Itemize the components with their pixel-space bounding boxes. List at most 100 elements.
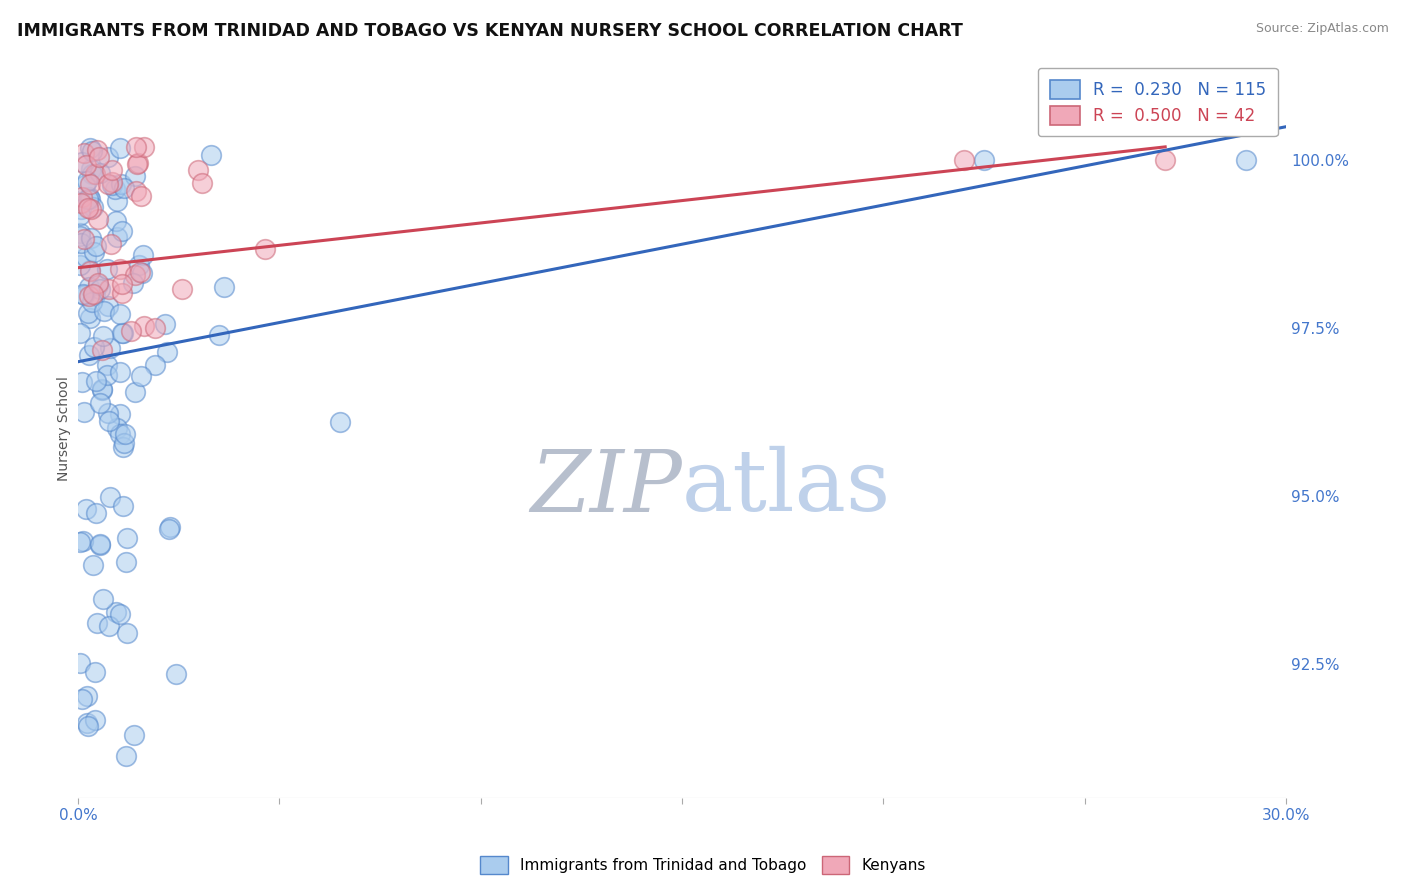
- Point: [190, 176, 212, 190]
- Point: [77, 348, 100, 362]
- Point: [100, 175, 122, 189]
- Point: [73, 287, 96, 301]
- Point: [208, 327, 231, 342]
- Point: [108, 426, 131, 441]
- Point: [97, 406, 120, 420]
- Point: [131, 267, 153, 281]
- Point: [104, 182, 127, 196]
- Point: [69, 326, 91, 340]
- Point: [124, 169, 146, 183]
- Point: [84, 374, 107, 388]
- Point: [112, 180, 135, 194]
- Point: [212, 280, 235, 294]
- Point: [124, 384, 146, 399]
- Point: [83, 244, 105, 259]
- Point: [86, 506, 108, 520]
- Point: [89, 282, 111, 296]
- Point: [112, 440, 135, 454]
- Point: [89, 538, 111, 552]
- Point: [79, 263, 101, 277]
- Point: [200, 148, 222, 162]
- Point: [100, 237, 122, 252]
- Point: [93, 304, 115, 318]
- Point: [72, 190, 94, 204]
- Point: [111, 277, 134, 292]
- Point: [87, 211, 110, 226]
- Point: [79, 178, 101, 192]
- Point: [108, 141, 131, 155]
- Point: [83, 714, 105, 728]
- Point: [83, 167, 105, 181]
- Point: [89, 396, 111, 410]
- Text: ZIP: ZIP: [530, 447, 682, 529]
- Point: [79, 189, 101, 203]
- Point: [98, 341, 121, 355]
- Point: [111, 224, 134, 238]
- Point: [170, 282, 193, 296]
- Point: [79, 202, 101, 217]
- Point: [253, 242, 276, 256]
- Point: [97, 150, 120, 164]
- Point: [79, 141, 101, 155]
- Point: [127, 157, 149, 171]
- Legend: Immigrants from Trinidad and Tobago, Kenyans: Immigrants from Trinidad and Tobago, Ken…: [474, 850, 932, 880]
- Point: [105, 230, 128, 244]
- Point: [97, 414, 120, 428]
- Point: [77, 201, 100, 215]
- Point: [75, 178, 97, 192]
- Point: [111, 326, 134, 340]
- Point: [105, 194, 128, 209]
- Point: [111, 286, 134, 301]
- Point: [70, 692, 93, 706]
- Point: [159, 519, 181, 533]
- Point: [83, 665, 105, 679]
- Point: [69, 656, 91, 670]
- Point: [143, 358, 166, 372]
- Point: [129, 188, 152, 202]
- Point: [70, 196, 93, 211]
- Point: [115, 531, 138, 545]
- Point: [76, 689, 98, 703]
- Point: [329, 416, 352, 430]
- Point: [96, 261, 118, 276]
- Point: [86, 615, 108, 630]
- Point: [97, 282, 120, 296]
- Point: [129, 369, 152, 384]
- Text: Source: ZipAtlas.com: Source: ZipAtlas.com: [1256, 22, 1389, 36]
- Point: [91, 591, 114, 606]
- Point: [77, 718, 100, 732]
- Point: [125, 184, 148, 198]
- Point: [157, 522, 180, 536]
- Point: [76, 174, 98, 188]
- Point: [70, 155, 93, 169]
- Point: [79, 280, 101, 294]
- Point: [104, 213, 127, 227]
- Point: [96, 368, 118, 382]
- Point: [80, 295, 103, 310]
- Point: [83, 340, 105, 354]
- Point: [75, 158, 97, 172]
- Point: [105, 605, 128, 619]
- Point: [73, 405, 96, 419]
- Point: [82, 558, 104, 572]
- Point: [153, 318, 176, 332]
- Point: [76, 306, 98, 320]
- Point: [82, 287, 104, 301]
- Point: [77, 192, 100, 206]
- Point: [97, 299, 120, 313]
- Y-axis label: Nursery School: Nursery School: [58, 376, 72, 482]
- Point: [82, 145, 104, 159]
- Point: [73, 232, 96, 246]
- Point: [69, 229, 91, 244]
- Point: [129, 265, 152, 279]
- Point: [112, 499, 135, 513]
- Point: [86, 143, 108, 157]
- Text: IMMIGRANTS FROM TRINIDAD AND TOBAGO VS KENYAN NURSERY SCHOOL CORRELATION CHART: IMMIGRANTS FROM TRINIDAD AND TOBAGO VS K…: [17, 22, 963, 40]
- Point: [124, 727, 146, 741]
- Point: [75, 501, 97, 516]
- Point: [69, 258, 91, 272]
- Point: [96, 358, 118, 372]
- Point: [97, 619, 120, 633]
- Point: [127, 156, 149, 170]
- Point: [84, 239, 107, 253]
